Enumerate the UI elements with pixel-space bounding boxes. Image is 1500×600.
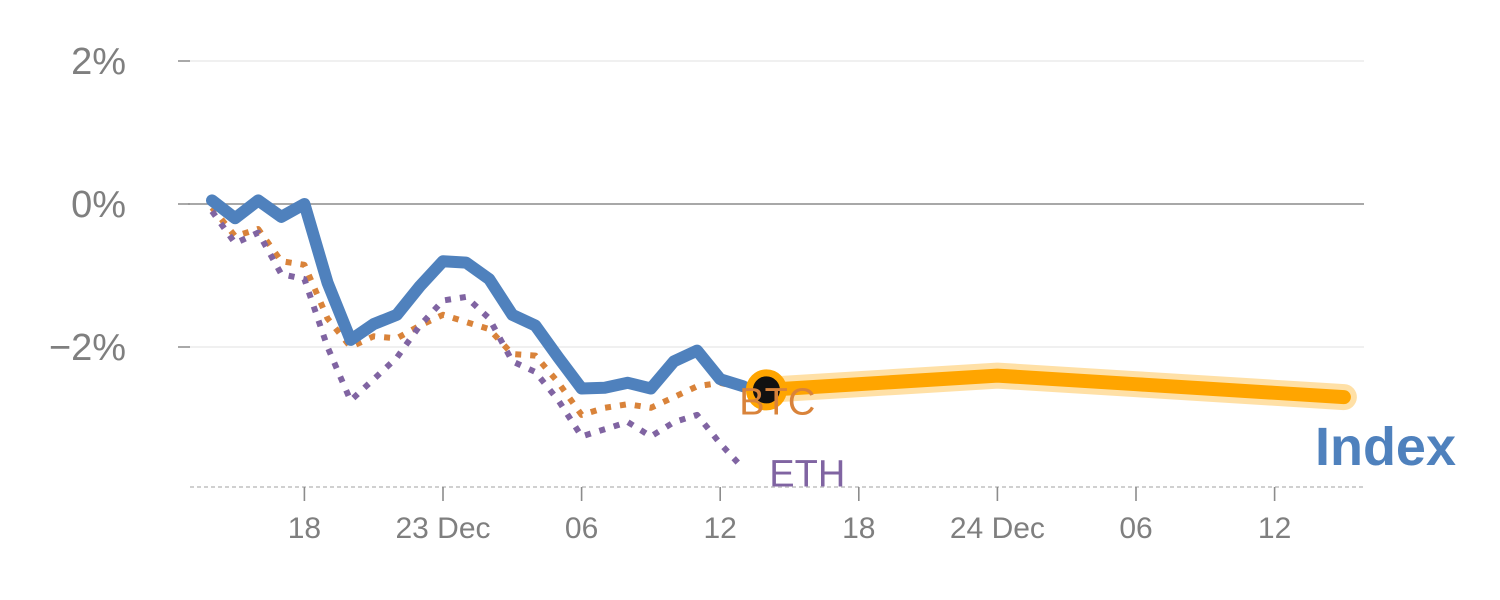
current-value-marker: [745, 369, 787, 411]
x-tick-label: 06: [1119, 512, 1152, 545]
x-tick-label: 12: [1258, 512, 1291, 545]
x-tick-label: 23 Dec: [395, 512, 490, 545]
y-tick-label: 2%: [71, 41, 126, 83]
x-tick-label: 12: [704, 512, 737, 545]
y-tick-label: 0%: [71, 184, 126, 226]
series-label-eth: ETH: [769, 454, 845, 496]
x-tick-label: 18: [842, 512, 875, 545]
y-tick-label: −2%: [49, 327, 126, 369]
label-layer: BTC ETH Index: [739, 381, 1456, 495]
axis-layer: 2% 0% −2% 18 23 Dec 06 12 18 24 Dec 06 12: [49, 41, 1364, 545]
series-layer: [206, 194, 1357, 471]
series-label-index: Index: [1315, 417, 1456, 477]
series-btc-line: [209, 205, 745, 418]
series-index-line: [206, 194, 750, 395]
series-eth-line: [209, 209, 746, 471]
series-forecast-line: [759, 368, 1351, 405]
series-label-btc: BTC: [739, 381, 815, 423]
x-tick-label: 24 Dec: [950, 512, 1045, 545]
x-tick-label: 18: [288, 512, 321, 545]
x-tick-label: 06: [565, 512, 598, 545]
grid-layer: [188, 60, 1364, 348]
